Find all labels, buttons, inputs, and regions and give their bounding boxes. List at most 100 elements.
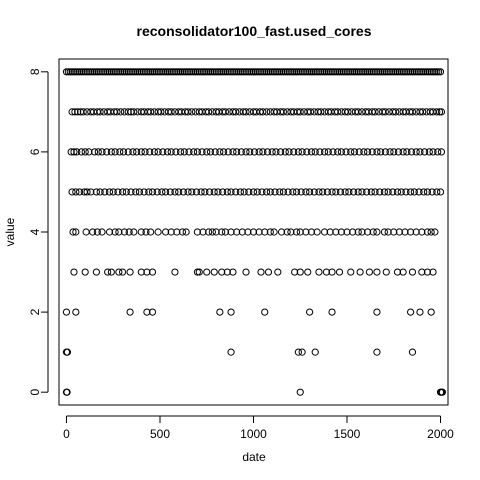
data-point: [63, 388, 71, 396]
data-point: [341, 68, 349, 76]
data-point: [347, 148, 355, 156]
data-point: [147, 68, 155, 76]
data-point: [125, 228, 133, 236]
data-point: [74, 68, 82, 76]
data-point: [216, 68, 224, 76]
data-point: [388, 68, 396, 76]
data-point: [352, 68, 360, 76]
data-point: [184, 188, 192, 196]
data-point: [298, 348, 306, 356]
data-point: [249, 228, 258, 236]
y-axis-label: value: [3, 217, 17, 246]
data-point: [266, 188, 274, 196]
data-point: [309, 68, 317, 76]
data-point: [350, 148, 359, 156]
data-point: [427, 68, 435, 76]
data-point: [336, 188, 345, 196]
data-point: [118, 68, 127, 76]
data-point: [140, 188, 148, 196]
data-point: [124, 108, 132, 116]
data-point: [238, 228, 246, 236]
data-point: [322, 268, 331, 276]
data-point: [162, 188, 170, 196]
data-point: [262, 68, 271, 76]
data-point: [266, 68, 274, 76]
data-point: [311, 148, 319, 156]
data-point: [199, 228, 207, 236]
x-tick-label: 500: [150, 427, 170, 441]
data-point: [317, 68, 325, 76]
data-point: [75, 188, 84, 196]
data-point: [171, 68, 179, 76]
data-point: [410, 188, 418, 196]
data-point: [349, 228, 357, 236]
data-point: [244, 228, 252, 236]
data-point: [367, 188, 375, 196]
data-point: [259, 68, 267, 76]
data-point: [100, 68, 108, 76]
data-point: [423, 228, 432, 236]
data-point: [158, 188, 166, 196]
data-point: [371, 188, 379, 196]
data-point: [264, 68, 273, 76]
data-point: [227, 228, 235, 236]
data-point: [193, 228, 201, 236]
data-point: [223, 268, 231, 276]
data-point: [74, 108, 82, 116]
data-point: [390, 148, 398, 156]
data-point: [294, 148, 302, 156]
data-point: [349, 188, 358, 196]
data-point: [274, 68, 282, 76]
data-point: [330, 68, 338, 76]
data-point: [105, 188, 114, 196]
data-point: [392, 68, 400, 76]
data-point: [384, 68, 392, 76]
data-point: [201, 188, 209, 196]
data-point: [166, 188, 174, 196]
data-point: [162, 68, 170, 76]
data-point: [373, 268, 381, 276]
data-point: [94, 148, 102, 156]
data-point: [279, 188, 288, 196]
data-point: [173, 68, 181, 76]
data-point: [393, 188, 402, 196]
data-point: [285, 148, 293, 156]
data-point: [401, 68, 409, 76]
data-point: [408, 68, 417, 76]
data-point: [412, 148, 420, 156]
data-point: [85, 148, 93, 156]
data-point: [167, 148, 175, 156]
data-point: [250, 148, 259, 156]
data-point: [329, 148, 337, 156]
data-point: [326, 68, 334, 76]
data-point: [292, 68, 301, 76]
data-point: [171, 188, 179, 196]
data-point: [427, 308, 435, 316]
data-point: [111, 68, 119, 76]
data-point: [316, 148, 324, 156]
data-point: [180, 68, 188, 76]
data-point: [197, 68, 205, 76]
data-point: [380, 188, 389, 196]
data-point: [227, 348, 235, 356]
data-point: [344, 108, 352, 116]
data-point: [206, 68, 215, 76]
data-point: [109, 68, 117, 76]
data-point: [392, 108, 400, 116]
data-point: [354, 68, 362, 76]
data-point: [129, 148, 137, 156]
data-point: [83, 188, 91, 196]
data-point: [418, 68, 426, 76]
data-point: [113, 108, 121, 116]
data-point: [77, 148, 86, 156]
data-point: [227, 308, 235, 316]
data-point: [283, 228, 291, 236]
data-point: [240, 188, 248, 196]
data-point: [304, 68, 312, 76]
data-point: [421, 148, 429, 156]
data-point: [427, 228, 435, 236]
data-point: [264, 268, 273, 276]
data-point: [126, 308, 134, 316]
data-point: [92, 268, 101, 276]
